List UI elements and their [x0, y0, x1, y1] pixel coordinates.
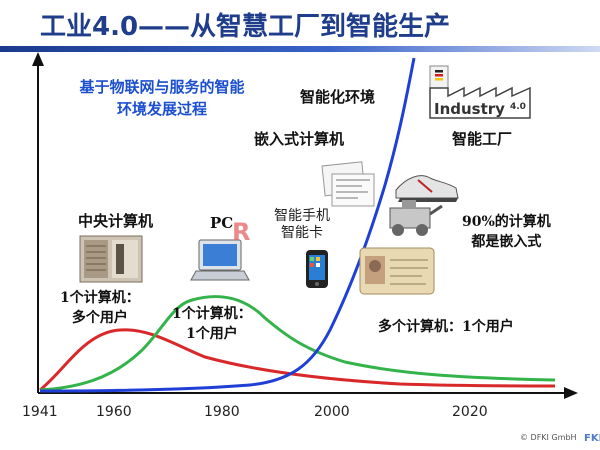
subtitle-line-1: 基于物联网与服务的智能 [79, 78, 245, 96]
mainframe-curve [39, 328, 556, 392]
embedded-curve [39, 57, 416, 393]
smartcard-label: 智能卡 [281, 225, 323, 241]
mainframe-ratio-line-1: 1个计算机： [60, 290, 140, 306]
industry-logo-version: 4.0 [510, 102, 526, 112]
subtitle-line-2: 环境发展过程 [116, 100, 207, 118]
embedded-share-label: 90%的计算机 都是嵌入式 [462, 212, 551, 252]
smart-factory-label: 智能工厂 [452, 130, 513, 148]
title-underline [0, 46, 600, 52]
robot-device-image [389, 200, 443, 236]
pc-ratio-line-1: 1个计算机： [172, 306, 252, 322]
embedded-share-line-1: 90%的计算机 [462, 214, 551, 230]
x-tick-2020: 2020 [452, 404, 488, 420]
smartphone-smartcard-label: 智能手机 智能卡 [274, 208, 330, 242]
mainframe-ratio-label: 1个计算机： 多个用户 [60, 288, 140, 328]
ubiquitous-ratio-label: 多个计算机：1个用户 [378, 319, 514, 335]
svg-text:R: R [232, 218, 250, 246]
sneaker-image [395, 175, 459, 202]
pc-ratio-line-2: 1个用户 [186, 326, 238, 342]
smartphone-image [306, 250, 328, 288]
x-tick-2000: 2000 [314, 404, 350, 420]
pc-curve [39, 295, 556, 392]
embedded-share-line-2: 都是嵌入式 [471, 234, 542, 250]
x-tick-1980: 1980 [204, 404, 240, 420]
x-axis-arrow [564, 387, 578, 399]
x-tick-1941: 1941 [22, 404, 58, 420]
industry-logo-text: Industry [434, 100, 505, 118]
embedded-papers-image [321, 161, 375, 207]
smartphone-label: 智能手机 [274, 208, 330, 224]
mainframe-label: 中央计算机 [78, 212, 154, 230]
slide-title: 工业4.0——从智慧工厂到智能生产 [40, 12, 451, 42]
y-axis-arrow [32, 52, 44, 66]
id-card-image [359, 247, 435, 295]
mainframe-ratio-line-2: 多个用户 [71, 310, 128, 326]
dfki-watermark: © DFKI GmbH [520, 433, 577, 442]
subtitle-description: 基于物联网与服务的智能 环境发展过程 [42, 76, 282, 120]
x-tick-1960: 1960 [96, 404, 132, 420]
embedded-computer-label: 嵌入式计算机 [254, 130, 345, 148]
pc-label: PC [210, 214, 234, 232]
dfki-logo-mark: FKI [584, 433, 600, 444]
laptop-image [190, 239, 250, 281]
pc-ratio-label: 1个计算机： 1个用户 [172, 304, 252, 344]
mainframe-image [79, 235, 143, 283]
industry-logo: Industry 4.0 [429, 65, 531, 119]
center-watermark-glyph: R [232, 218, 250, 246]
smart-environment-label: 智能化环境 [300, 88, 376, 106]
